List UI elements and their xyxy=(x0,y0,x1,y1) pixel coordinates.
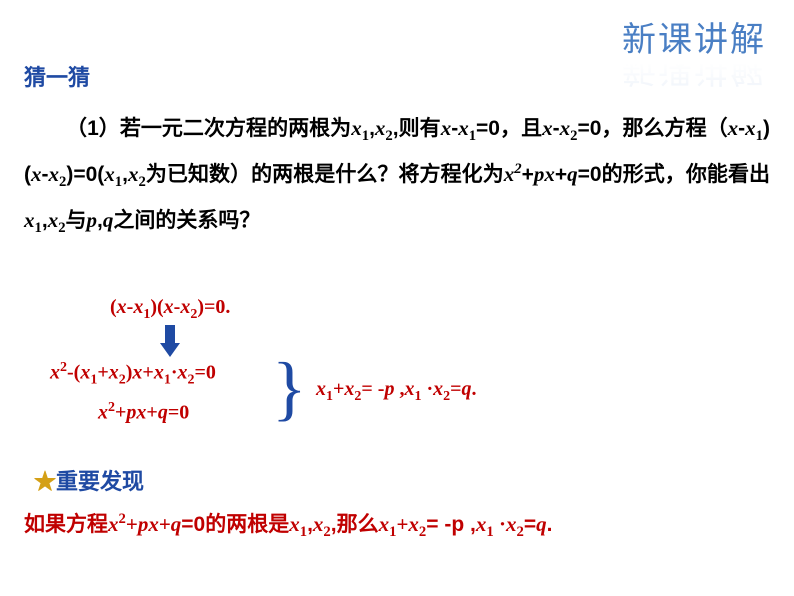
para-seg9: 为已知数）的两根是什么？将方程化为 xyxy=(146,163,504,186)
equation-expanded: x2-(x1+x2)x+x1·x2=0 xyxy=(50,360,216,389)
equation-factored: (x-x1)(x-x2)=0. xyxy=(110,296,230,323)
para-seg4: ，且 xyxy=(500,117,542,140)
para-seg1: （1）若一元二次方程的两根为 xyxy=(66,117,351,140)
slide-header-reflection: 新课讲解 xyxy=(622,48,766,97)
para-seg12: 之间的关系吗？ xyxy=(113,209,260,232)
para-seg11: 与 xyxy=(66,209,87,232)
main-paragraph: （1）若一元二次方程的两根为x1,x2,则有x-x1=0，且x-x2=0，那么方… xyxy=(24,106,770,244)
conclusion-text: 如果方程x2+px+q=0的两根是x1,x2,那么x1+x2= -p ,x1 ·… xyxy=(24,508,552,541)
arrow-down-icon xyxy=(160,325,180,357)
para-seg2: ,则有 xyxy=(393,117,441,140)
para-seg10: =0的形式，你能看出 xyxy=(578,163,770,186)
para-seg5: =0 xyxy=(577,117,601,140)
star-icon: ★ xyxy=(34,469,56,494)
guess-heading: 猜一猜 xyxy=(24,60,90,92)
para-seg8: )=0( xyxy=(66,163,104,186)
para-seg3: =0 xyxy=(476,117,500,140)
right-brace-icon: } xyxy=(272,352,307,424)
para-seg6: ，那么方程（ xyxy=(601,117,727,140)
equation-vieta: x1+x2= -p ,x1 ·x2=q. xyxy=(316,378,477,405)
equation-standard: x2+px+q=0 xyxy=(98,400,189,425)
important-discovery-label: ★重要发现 xyxy=(34,464,144,496)
